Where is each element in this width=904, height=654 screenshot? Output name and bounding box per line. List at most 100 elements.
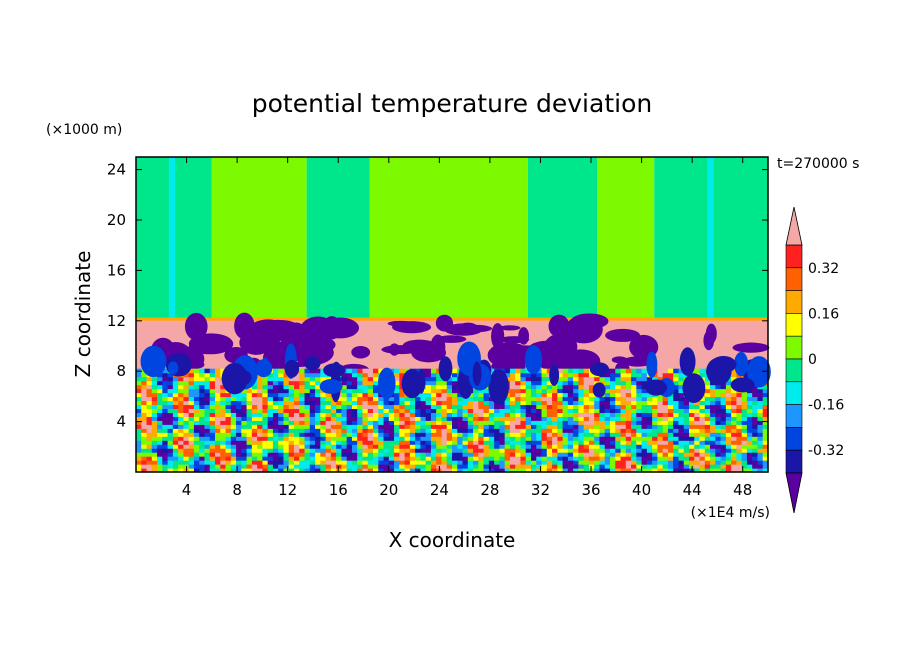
field-cell [341,416,348,421]
field-cell [710,460,716,465]
field-cell [283,404,290,410]
field-cell [704,444,711,449]
field-cell [457,460,464,465]
field-cell [531,396,537,402]
field-cell [604,388,611,394]
field-cell [636,440,643,445]
field-cell [146,440,153,445]
field-cell [573,412,579,417]
field-cell [199,408,206,413]
field-cell [488,412,495,417]
field-cell [415,440,421,445]
field-cell [225,440,232,445]
field-cell [357,448,364,453]
field-cell [309,440,316,445]
field-cell [641,436,648,441]
field-cell [578,448,585,453]
field-cell [646,460,653,465]
field-cell [420,452,427,457]
cold-patch [189,360,205,369]
field-cell [562,452,569,457]
field-cell [536,380,543,386]
field-cell [541,376,548,382]
field-cell [399,436,406,441]
field-cell [346,404,353,410]
field-cell [209,444,216,449]
field-cell [515,376,522,382]
field-cell [515,408,522,413]
field-cell [636,428,643,433]
field-cell [436,452,443,457]
field-cell [257,452,263,457]
field-cell [483,444,490,449]
field-cell [525,468,532,473]
field-cell [394,436,400,441]
field-cell [736,412,743,417]
field-cell [731,396,737,402]
field-cell [610,380,616,386]
field-cell [662,440,669,445]
field-cell [357,416,364,421]
field-cell [378,444,385,449]
field-cell [246,400,253,406]
field-cell [272,416,279,421]
field-cell [341,460,348,465]
field-cell [636,424,643,429]
field-cell [325,464,332,469]
field-cell [467,416,474,421]
field-cell [515,452,522,457]
field-cell [467,400,474,406]
field-cell [736,432,743,437]
field-cell [188,372,195,378]
field-cell [552,432,558,437]
field-cell [715,460,722,465]
field-cell [162,388,169,394]
field-cell [425,456,432,461]
field-cell [525,432,532,437]
field-cell [689,404,695,410]
field-cell [452,416,458,421]
field-cell [367,460,374,465]
field-cell [483,388,490,394]
field-cell [667,372,674,378]
field-cell [367,400,374,406]
field-cell [141,436,148,441]
field-cell [415,456,421,461]
field-cell [204,368,211,374]
field-cell [420,432,427,437]
field-cell [404,432,411,437]
field-cell [499,412,506,417]
field-cell [251,456,258,461]
field-cell [673,376,680,382]
field-cell [699,432,706,437]
field-cell [515,396,522,402]
field-cell [610,428,616,433]
field-cell [141,420,148,425]
field-cell [141,408,148,413]
field-cell [362,372,369,378]
field-cell [604,404,611,410]
field-cell [599,432,606,437]
field-cell [562,368,569,374]
field-cell [541,384,548,390]
field-cell [583,372,590,378]
field-cell [736,392,743,398]
field-cell [578,396,585,402]
field-cell [573,368,579,374]
field-cell [636,420,643,425]
field-cell [409,452,416,457]
colorbar-tick-label: 0 [808,352,817,368]
field-cell [278,432,285,437]
field-cell [636,416,643,421]
field-cell [425,380,432,386]
field-cell [689,428,695,433]
field-cell [636,400,643,406]
field-cell [531,464,537,469]
field-cell [483,468,490,473]
field-cell [430,464,437,469]
field-cell [425,400,432,406]
field-cell [299,380,306,386]
field-cell [357,440,364,445]
field-cell [167,456,174,461]
field-cell [494,428,500,433]
